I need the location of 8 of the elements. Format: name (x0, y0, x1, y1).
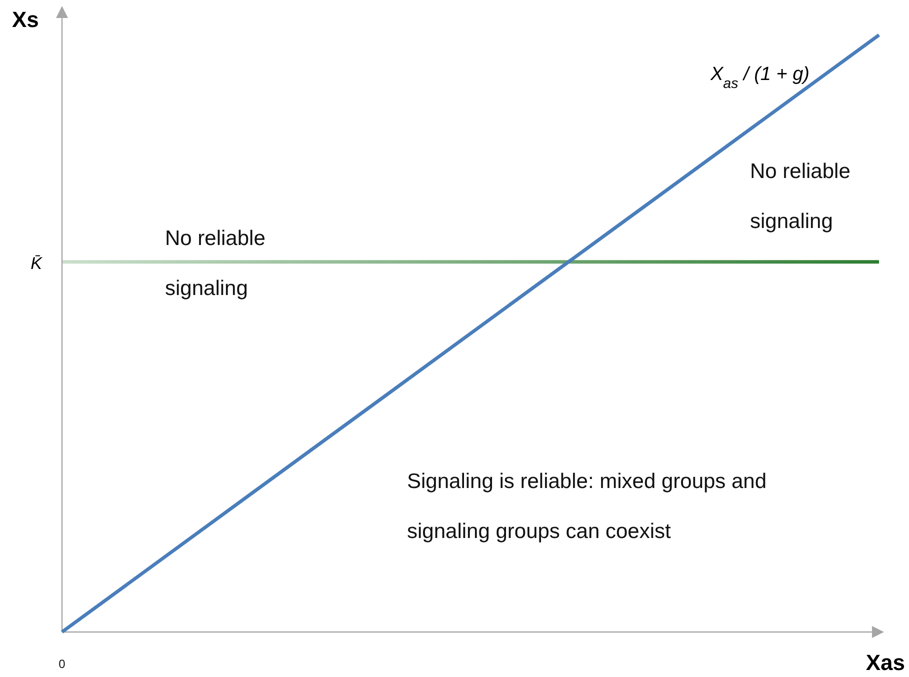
y-axis-title: Xs (12, 7, 39, 32)
text: No reliable signaling (750, 160, 850, 233)
series-label: X$_{as}$ / (1 + g) (709, 64, 810, 92)
text: 0 (58, 657, 66, 671)
text: Signaling is reliable: mixed groups and signaling groups can coexist (407, 470, 767, 543)
text: No reliable signaling (165, 227, 266, 300)
x-axis-title: Xas (866, 650, 905, 675)
ref-line-label: K̄ (30, 254, 43, 273)
